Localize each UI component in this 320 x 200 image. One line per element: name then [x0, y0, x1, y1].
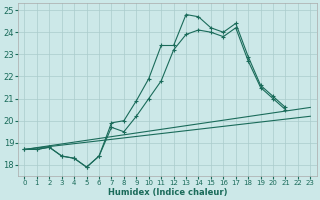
X-axis label: Humidex (Indice chaleur): Humidex (Indice chaleur): [108, 188, 227, 197]
